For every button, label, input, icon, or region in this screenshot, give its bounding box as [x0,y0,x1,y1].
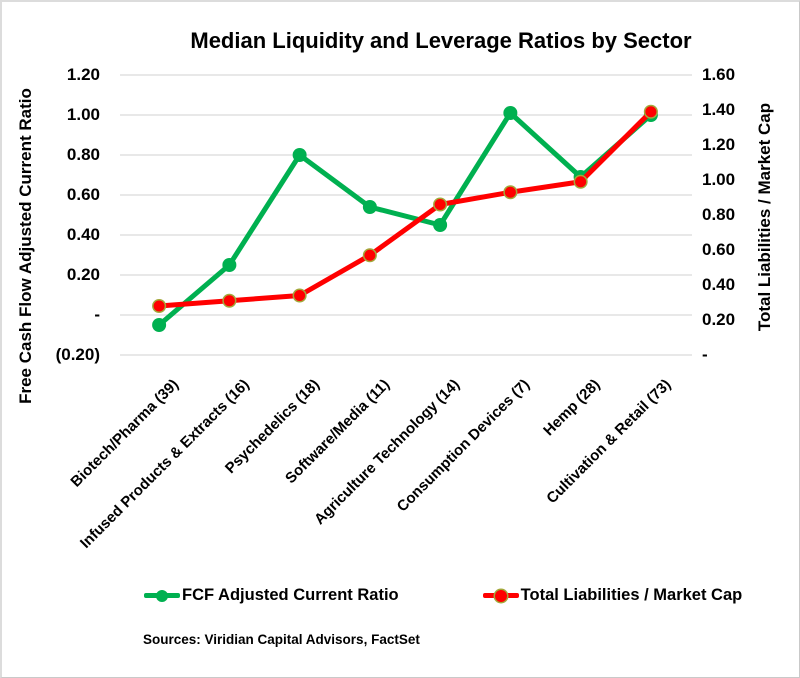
red-dot-icon [494,589,507,602]
data-point [503,106,518,120]
series-line-fcf [156,110,654,328]
axis-tick-label: 1.00 [66,105,100,124]
right-axis-tick-labels: 1.60 1.40 1.20 1.00 0.80 0.60 0.40 0.20 - [702,2,772,677]
green-dot-icon [156,589,168,602]
data-point [292,148,307,162]
axis-tick-label: 0.20 [66,265,100,284]
axis-tick-label: 1.40 [702,100,736,119]
axis-tick-label: 0.60 [66,185,100,204]
chart-title: Median Liquidity and Leverage Ratios by … [190,28,692,53]
data-point [573,174,588,189]
data-point [503,185,518,200]
axis-tick-label: 0.80 [66,145,100,164]
data-point [362,248,377,263]
axis-tick-label: (0.20) [55,345,100,364]
source-note: Sources: Viridian Capital Advisors, Fact… [143,632,420,647]
data-point [222,293,237,308]
data-point [292,288,307,303]
left-axis-tick-labels: 1.20 1.00 0.80 0.60 0.40 0.20 - (0.20) [32,2,100,677]
data-point [643,104,658,119]
axis-tick-label: - [702,345,708,364]
axis-tick-label: 1.60 [702,65,736,84]
data-point [152,298,167,314]
axis-tick-label: 1.00 [702,170,736,189]
green-line-marker-icon [144,589,180,602]
red-line-marker-icon [482,589,519,602]
legend-item-total-liabilities-market-cap: Total Liabilities / Market Cap [482,586,743,605]
axis-tick-label: 0.60 [702,240,736,259]
axis-tick-label: 1.20 [66,65,100,84]
axis-tick-label: 0.80 [702,205,736,224]
data-point [433,197,448,212]
data-point [152,318,167,332]
data-point [222,258,237,272]
axis-tick-label: 1.20 [702,135,736,154]
chart-legend: FCF Adjusted Current Ratio Total Liabili… [144,586,742,605]
axis-tick-label: 0.40 [702,275,736,294]
data-point [433,218,448,232]
axis-tick-label: - [94,305,100,324]
axis-tick-label: 0.40 [66,225,100,244]
data-point [362,200,377,214]
legend-label: Total Liabilities / Market Cap [520,586,743,604]
legend-label: FCF Adjusted Current Ratio [182,586,399,604]
legend-item-fcf-adjusted-current-ratio: FCF Adjusted Current Ratio [144,586,399,605]
axis-tick-label: 0.20 [702,310,736,329]
series-line-liabilities [156,109,654,309]
